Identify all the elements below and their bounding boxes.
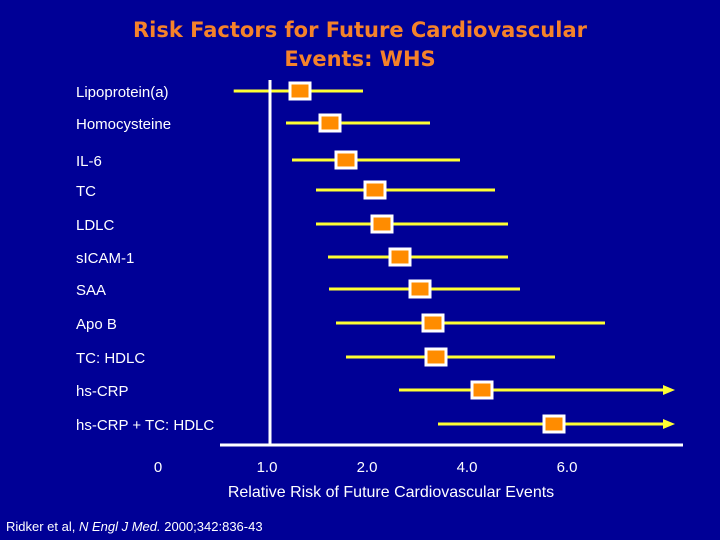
row-label: SAA xyxy=(76,282,106,299)
row-label: sICAM-1 xyxy=(76,250,134,267)
x-tick-label: 1.0 xyxy=(257,459,278,476)
forest-row: Lipoprotein(a) xyxy=(76,81,363,101)
row-label: TC xyxy=(76,183,96,200)
forest-row: hs-CRP + TC: HDLC xyxy=(76,414,675,434)
row-label: Lipoprotein(a) xyxy=(76,84,169,101)
x-tick-label: 4.0 xyxy=(457,459,478,476)
title-line-2: Events: WHS xyxy=(284,47,436,71)
point-estimate xyxy=(470,380,494,400)
citation-journal: N Engl J Med. xyxy=(78,519,161,534)
point-estimate xyxy=(388,247,412,267)
row-label: IL-6 xyxy=(76,153,102,170)
row-label: TC: HDLC xyxy=(76,350,145,367)
row-label: Homocysteine xyxy=(76,116,171,133)
forest-row: IL-6 xyxy=(76,150,460,170)
point-estimate xyxy=(370,214,394,234)
forest-row: Homocysteine xyxy=(76,113,430,133)
point-estimate xyxy=(424,347,448,367)
x-tick-label: 0 xyxy=(154,459,162,476)
point-estimate xyxy=(334,150,358,170)
row-label: Apo B xyxy=(76,316,117,333)
title-line-1: Risk Factors for Future Cardiovascular xyxy=(133,18,587,42)
x-tick-label: 2.0 xyxy=(357,459,378,476)
point-estimate xyxy=(542,414,566,434)
row-label: LDLC xyxy=(76,217,115,234)
citation-authors: Ridker et al, xyxy=(6,519,79,534)
slide-title: Risk Factors for Future Cardiovascular E… xyxy=(0,16,720,74)
forest-row: Apo B xyxy=(76,313,605,333)
row-label: hs-CRP xyxy=(76,383,129,400)
forest-row: TC xyxy=(76,180,495,200)
citation: Ridker et al, N Engl J Med. 2000;342:836… xyxy=(6,519,263,534)
forest-row: TC: HDLC xyxy=(76,347,555,367)
x-tick-label: 6.0 xyxy=(557,459,578,476)
forest-row: hs-CRP xyxy=(76,380,675,400)
forest-row: sICAM-1 xyxy=(76,247,508,267)
x-axis-label: Relative Risk of Future Cardiovascular E… xyxy=(228,484,554,501)
citation-details: 2000;342:836-43 xyxy=(160,519,263,534)
point-estimate xyxy=(408,279,432,299)
point-estimate xyxy=(363,180,387,200)
point-estimate xyxy=(421,313,445,333)
arrow-icon xyxy=(663,419,675,429)
forest-row: SAA xyxy=(76,279,520,299)
forest-row: LDLC xyxy=(76,214,508,234)
point-estimate xyxy=(318,113,342,133)
point-estimate xyxy=(288,81,312,101)
row-label: hs-CRP + TC: HDLC xyxy=(76,417,214,434)
arrow-icon xyxy=(663,385,675,395)
